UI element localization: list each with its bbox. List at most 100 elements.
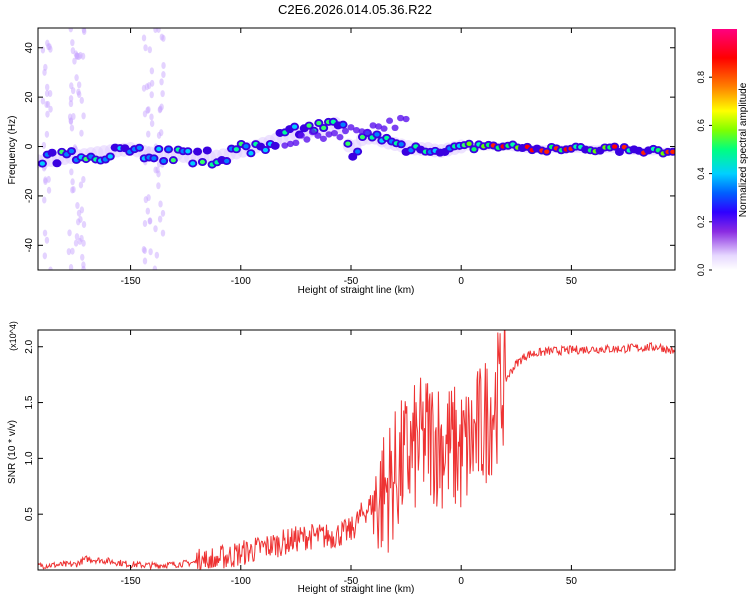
- snr-y-axis: 0.5 1.0 1.5 2.0: [24, 339, 675, 521]
- heatmap-cell-core: [345, 141, 351, 146]
- heatmap-cell-secondary: [358, 128, 366, 135]
- heatmap-cell-core: [170, 157, 176, 163]
- heatmap-cell-core: [291, 124, 298, 129]
- heatmap-cell-secondary: [281, 142, 289, 149]
- heatmap-cell-secondary: [402, 115, 410, 123]
- heatmap-cell-secondary: [292, 139, 300, 147]
- heatmap-streak-cell: [68, 117, 74, 125]
- spectrogram-x-label: Height of straight line (km): [298, 285, 415, 296]
- heatmap-streak-cell: [40, 97, 46, 105]
- heatmap-streak-cell: [68, 95, 74, 103]
- heatmap-streak-cell: [76, 81, 82, 89]
- heatmap-streak-cell: [81, 176, 86, 184]
- heatmap-streak-cell: [76, 91, 82, 99]
- heatmap-cell-secondary: [325, 131, 333, 138]
- colorbar-tick-label: 0.6: [696, 119, 706, 132]
- heatmap-cell-secondary: [375, 123, 383, 130]
- heatmap-streak-cell: [69, 124, 75, 132]
- heatmap-cell-core: [612, 144, 618, 149]
- heatmap-streak-cell: [81, 239, 86, 247]
- spectrogram-x-axis: -150 -100 -50 0 50: [121, 28, 577, 287]
- heatmap-cell-core: [262, 147, 269, 153]
- heatmap-streak-cell: [156, 182, 161, 190]
- heatmap-cell-secondary: [386, 117, 394, 124]
- heatmap-streak-cell: [70, 186, 75, 194]
- heatmap-cell-secondary: [336, 133, 344, 141]
- heatmap-streak-cell: [75, 202, 80, 210]
- heatmap-streak-cell: [79, 129, 84, 137]
- y-tick-label: 2.0: [24, 339, 35, 353]
- snr-frame: [37, 329, 676, 571]
- heatmap-cell-secondary: [341, 127, 349, 135]
- colorbar-tick-label: 0.4: [696, 167, 706, 180]
- heatmap-streak-cell: [44, 83, 50, 91]
- colorbar-tick-label: 0.0: [696, 264, 706, 277]
- heatmap-cell-core: [248, 151, 254, 156]
- heatmap-cell-core: [107, 154, 113, 159]
- heatmap-streak-cell: [76, 209, 82, 217]
- heatmap-streak-cell: [146, 82, 152, 90]
- snr-series-line: [38, 330, 675, 570]
- heatmap-cell-core: [408, 148, 414, 153]
- heatmap-streak-cell: [153, 28, 158, 33]
- heatmap-cell-secondary: [347, 124, 355, 131]
- heatmap-streak-cell: [74, 233, 80, 241]
- y-tick-label: -40: [24, 238, 35, 253]
- x-tick-label: -150: [121, 276, 141, 287]
- heatmap-streak-cell: [149, 120, 155, 128]
- heatmap-streak-cell: [74, 74, 79, 82]
- heatmap-cell-core: [340, 122, 346, 127]
- heatmap-streak-cell: [161, 34, 166, 42]
- snr-plot-area: [38, 330, 675, 570]
- heatmap-cell-core: [374, 132, 380, 137]
- heatmap-streak-cell: [157, 215, 163, 223]
- heatmap-cell: [270, 141, 280, 150]
- heatmap-streak-cell: [40, 46, 46, 54]
- y-tick-label: 20: [24, 91, 35, 103]
- heatmap-streak-cell: [81, 220, 87, 228]
- colorbar-gradient: [712, 29, 737, 270]
- heatmap-streak-cell: [73, 239, 79, 247]
- heatmap-streak-cell: [145, 207, 151, 215]
- heatmap-streak-cell: [148, 248, 153, 256]
- heatmap-streak-cell: [158, 129, 164, 137]
- heatmap-streak-cell: [145, 106, 150, 114]
- heatmap-cell-secondary: [353, 126, 360, 134]
- colorbar-label: Normalized spectral amplitude: [738, 82, 749, 217]
- heatmap-streak-cell: [80, 253, 85, 261]
- heatmap-cell-secondary: [391, 124, 399, 132]
- heatmap-cell-core: [136, 145, 142, 150]
- heatmap-streak-cell: [67, 229, 72, 237]
- x-tick-label: -50: [344, 576, 359, 587]
- heatmap-cell-core: [151, 156, 157, 161]
- heatmap-streak-cell: [48, 45, 53, 53]
- heatmap-cell-core: [398, 142, 404, 147]
- heatmap-streak-cell: [153, 166, 158, 174]
- heatmap-streak-cell: [152, 265, 158, 270]
- spectrogram-frame: [37, 27, 676, 271]
- heatmap-cell-secondary: [286, 140, 294, 148]
- heatmap-streak-cell: [44, 100, 49, 108]
- y-tick-label: 1.5: [24, 395, 35, 409]
- heatmap-cell-secondary: [364, 128, 372, 136]
- heatmap-streak-cell: [70, 247, 75, 255]
- heatmap-streak-cell: [44, 236, 50, 244]
- heatmap-streak-cell: [159, 78, 164, 86]
- heatmap-streak-cell: [42, 196, 47, 204]
- heatmap-streak-cell: [147, 46, 153, 54]
- heatmap-cell-core: [670, 149, 675, 154]
- colorbar-tick-label: 0.2: [696, 216, 706, 229]
- snr-y-multiplier: (x10^4): [8, 321, 18, 351]
- heatmap-streak-cell: [68, 100, 74, 108]
- heatmap-streak-cell: [81, 261, 86, 269]
- y-tick-label: 0: [24, 143, 35, 149]
- heatmap-cell-secondary: [314, 132, 322, 139]
- heatmap-cell-secondary: [330, 129, 338, 137]
- heatmap-streak-cell: [70, 39, 75, 47]
- heatmap-cell-core: [321, 125, 327, 131]
- heatmap-cell-core: [39, 161, 46, 166]
- heatmap-streak-cell: [43, 178, 48, 186]
- heatmap-cell-core: [384, 135, 390, 141]
- heatmap-streak-cell: [72, 57, 77, 65]
- heatmap-streak-cell: [41, 141, 47, 149]
